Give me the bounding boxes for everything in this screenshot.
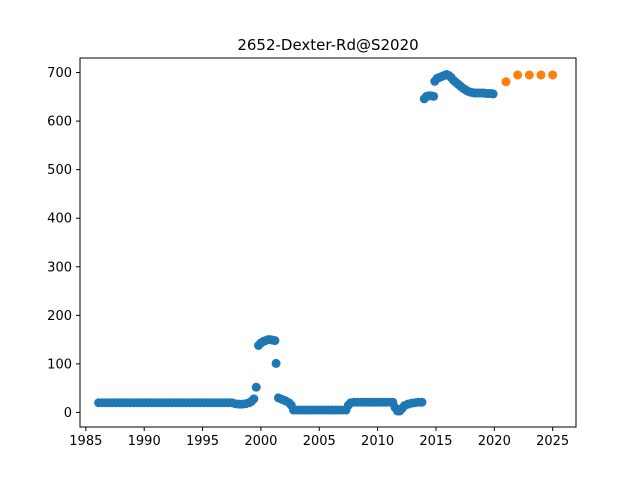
x-tick-label-1: 1990 <box>128 434 161 449</box>
x-tick-label-3: 2000 <box>244 434 277 449</box>
y-tick-label-0: 0 <box>64 406 72 421</box>
series-1-point-1 <box>513 70 523 80</box>
x-tick-label-8: 2025 <box>536 434 569 449</box>
series-1-point-2 <box>524 70 534 80</box>
x-tick-label-2: 1995 <box>186 434 219 449</box>
chart-title: 2652-Dexter-Rd@S2020 <box>237 36 418 54</box>
series-0-point-100 <box>417 397 427 407</box>
series-0-point-131 <box>488 89 498 99</box>
series-0-point-105 <box>429 91 439 101</box>
series-0-point-45 <box>249 394 259 404</box>
series-1-point-4 <box>548 70 558 80</box>
series-0-point-55 <box>271 358 281 368</box>
y-tick-label-1: 100 <box>47 357 72 372</box>
y-tick-label-5: 500 <box>47 163 72 178</box>
series-0-point-54 <box>270 336 280 346</box>
axes-layer: 1985 1990 1995 2000 2005 2010 2015 2020 2025 0 100… <box>47 57 577 449</box>
y-tick-label-6: 600 <box>47 115 72 130</box>
x-tick-label-4: 2005 <box>303 434 336 449</box>
series-0-point-46 <box>251 382 261 392</box>
y-tick-label-2: 200 <box>47 309 72 324</box>
y-tick-label-3: 300 <box>47 260 72 275</box>
x-tick-label-0: 1985 <box>69 434 102 449</box>
x-tick-label-7: 2020 <box>478 434 511 449</box>
x-tick-label-6: 2015 <box>419 434 452 449</box>
y-tick-label-4: 400 <box>47 212 72 227</box>
y-tick-label-7: 700 <box>47 66 72 81</box>
series-1-point-3 <box>536 70 546 80</box>
series-1-point-0 <box>501 77 511 87</box>
plot-frame <box>79 57 577 428</box>
points-layer <box>94 70 558 416</box>
x-tick-label-5: 2010 <box>361 434 394 449</box>
